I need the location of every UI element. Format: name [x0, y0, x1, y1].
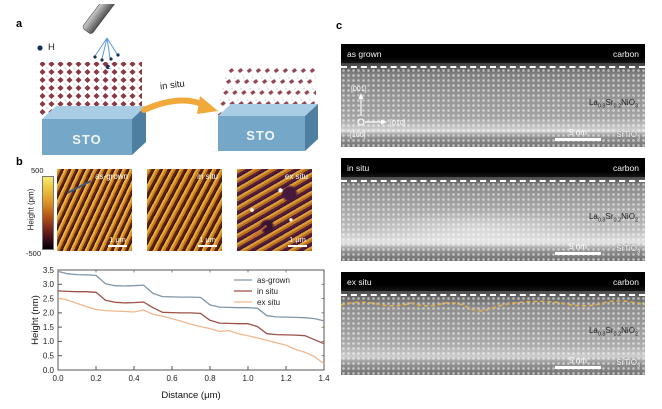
- panel-a-label: a: [16, 18, 23, 30]
- afm-image-ex-situ: ex situ 1 μm: [237, 169, 312, 251]
- afm-label: ex situ: [284, 172, 308, 181]
- surface-dashed-line: [341, 66, 645, 68]
- svg-text:3.0: 3.0: [43, 280, 55, 289]
- crystal-axes-icon: [001] [010] [100]: [350, 86, 406, 139]
- scalebar-line: [555, 251, 601, 255]
- stem-condition-label: in situ: [347, 162, 370, 173]
- surface-dashed-line: [341, 180, 645, 182]
- scalebar-line: [198, 244, 217, 247]
- carbon-label: carbon: [613, 48, 639, 59]
- svg-text:Distance (μm): Distance (μm): [161, 390, 220, 401]
- svg-text:3.5: 3.5: [43, 266, 55, 275]
- afm-scalebar: 1 μm: [198, 234, 217, 247]
- profile-line: [247, 224, 267, 241]
- afm-scalebar-text: 1 μm: [109, 234, 126, 244]
- stem-condition-label: ex situ: [347, 276, 372, 287]
- rough-surface-dashed-line: [341, 300, 645, 312]
- svg-text:ex situ: ex situ: [257, 298, 280, 307]
- afm-image-as-grown: as-grown 1 μm: [57, 169, 132, 251]
- svg-text:STO: STO: [246, 128, 276, 143]
- in-situ-arrow-icon: [141, 96, 218, 114]
- svg-text:STO: STO: [72, 132, 102, 147]
- afm-label: as-grown: [95, 172, 128, 181]
- hydrogen-atom-icon: [37, 45, 43, 51]
- stem-scalebar-text: 5 nm: [569, 127, 587, 137]
- profile-line: [66, 180, 92, 194]
- svg-text:in situ: in situ: [257, 287, 278, 296]
- stem-scalebar: 5 nm: [555, 355, 601, 369]
- svg-text:1.4: 1.4: [318, 374, 330, 383]
- svg-text:Height (nm): Height (nm): [30, 295, 41, 345]
- atomic-lattice-texture: [341, 296, 645, 375]
- colorbar-min: -500: [26, 249, 42, 258]
- svg-text:1.0: 1.0: [43, 337, 55, 346]
- scalebar-line: [555, 365, 601, 369]
- svg-text:2.0: 2.0: [43, 309, 55, 318]
- svg-text:0.2: 0.2: [90, 374, 102, 383]
- svg-text:0.0: 0.0: [52, 374, 64, 383]
- stem-scalebar-text: 5 nm: [569, 355, 587, 365]
- svg-text:0.5: 0.5: [43, 352, 55, 361]
- carbon-label: carbon: [613, 276, 639, 287]
- afm-image-in-situ: in situ 1 μm: [147, 169, 222, 251]
- atomic-lattice-texture: [341, 68, 645, 147]
- film-formula: La0.8Sr0.2NiO2: [588, 211, 638, 224]
- svg-text:0.0: 0.0: [43, 366, 55, 375]
- stem-scalebar-text: 5 nm: [569, 241, 587, 251]
- substrate-label: SrTiO3: [616, 130, 640, 142]
- hydrogen-label: H: [48, 42, 55, 53]
- afm-scalebar: 1 μm: [108, 234, 127, 247]
- film-formula: La0.8Sr0.2NiO2: [588, 325, 638, 338]
- afm-scalebar-text: 1 μm: [289, 234, 306, 244]
- scalebar-line: [288, 244, 307, 247]
- stem-scalebar: 5 nm: [555, 127, 601, 141]
- substrate-left: STO: [42, 106, 146, 155]
- substrate-label: SrTiO3: [616, 244, 640, 256]
- stem-image-as-grown: as grown carbon [001] [010] [100] La0.8S…: [341, 44, 645, 147]
- stem-scalebar: 5 nm: [555, 241, 601, 255]
- carbon-band: in situ carbon: [341, 158, 645, 177]
- film-formula: La0.8Sr0.2NiO3: [588, 97, 638, 110]
- svg-text:0.4: 0.4: [128, 374, 140, 383]
- carbon-band: as grown carbon: [341, 44, 645, 63]
- stem-image-in-situ: in situ carbon La0.8Sr0.2NiO2 5 nm SrTiO…: [341, 158, 645, 261]
- stem-condition-label: as grown: [347, 48, 382, 59]
- colorbar: [42, 176, 54, 250]
- carbon-band: ex situ carbon: [341, 272, 645, 291]
- afm-label: in situ: [197, 172, 218, 181]
- scalebar-line: [555, 137, 601, 141]
- svg-text:2.5: 2.5: [43, 294, 55, 303]
- svg-text:1.2: 1.2: [280, 374, 292, 383]
- colorbar-axis-label: Height (pm): [26, 188, 36, 231]
- substrate-label: SrTiO3: [616, 358, 640, 370]
- scalebar-line: [108, 244, 127, 247]
- svg-text:1.5: 1.5: [43, 323, 55, 332]
- svg-text:[010]: [010]: [390, 120, 406, 127]
- panel-c-label: c: [336, 20, 343, 32]
- svg-text:0.8: 0.8: [204, 374, 216, 383]
- svg-text:0.6: 0.6: [166, 374, 178, 383]
- colorbar-max: 500: [31, 166, 44, 175]
- svg-text:1.0: 1.0: [242, 374, 254, 383]
- afm-scalebar-text: 1 μm: [199, 234, 216, 244]
- atomic-lattice-texture: [341, 182, 645, 261]
- height-profile-chart: 0.0 0.2 0.4 0.6 0.8 1.0 1.2 1.4 0.0 0.5 1.0 1.5 2.0 2…: [30, 266, 330, 401]
- stem-image-ex-situ: ex situ carbon La0.8Sr0.2NiO2 5 nm SrTiO…: [341, 272, 645, 375]
- panel-b-label: b: [16, 156, 23, 168]
- carbon-label: carbon: [613, 162, 639, 173]
- afm-scalebar: 1 μm: [288, 234, 307, 247]
- surface-dashed-line: [341, 294, 645, 296]
- substrate-right: STO: [218, 104, 318, 151]
- svg-text:[100]: [100]: [350, 132, 366, 139]
- svg-text:as-grown: as-grown: [257, 276, 290, 285]
- svg-text:[001]: [001]: [351, 86, 367, 93]
